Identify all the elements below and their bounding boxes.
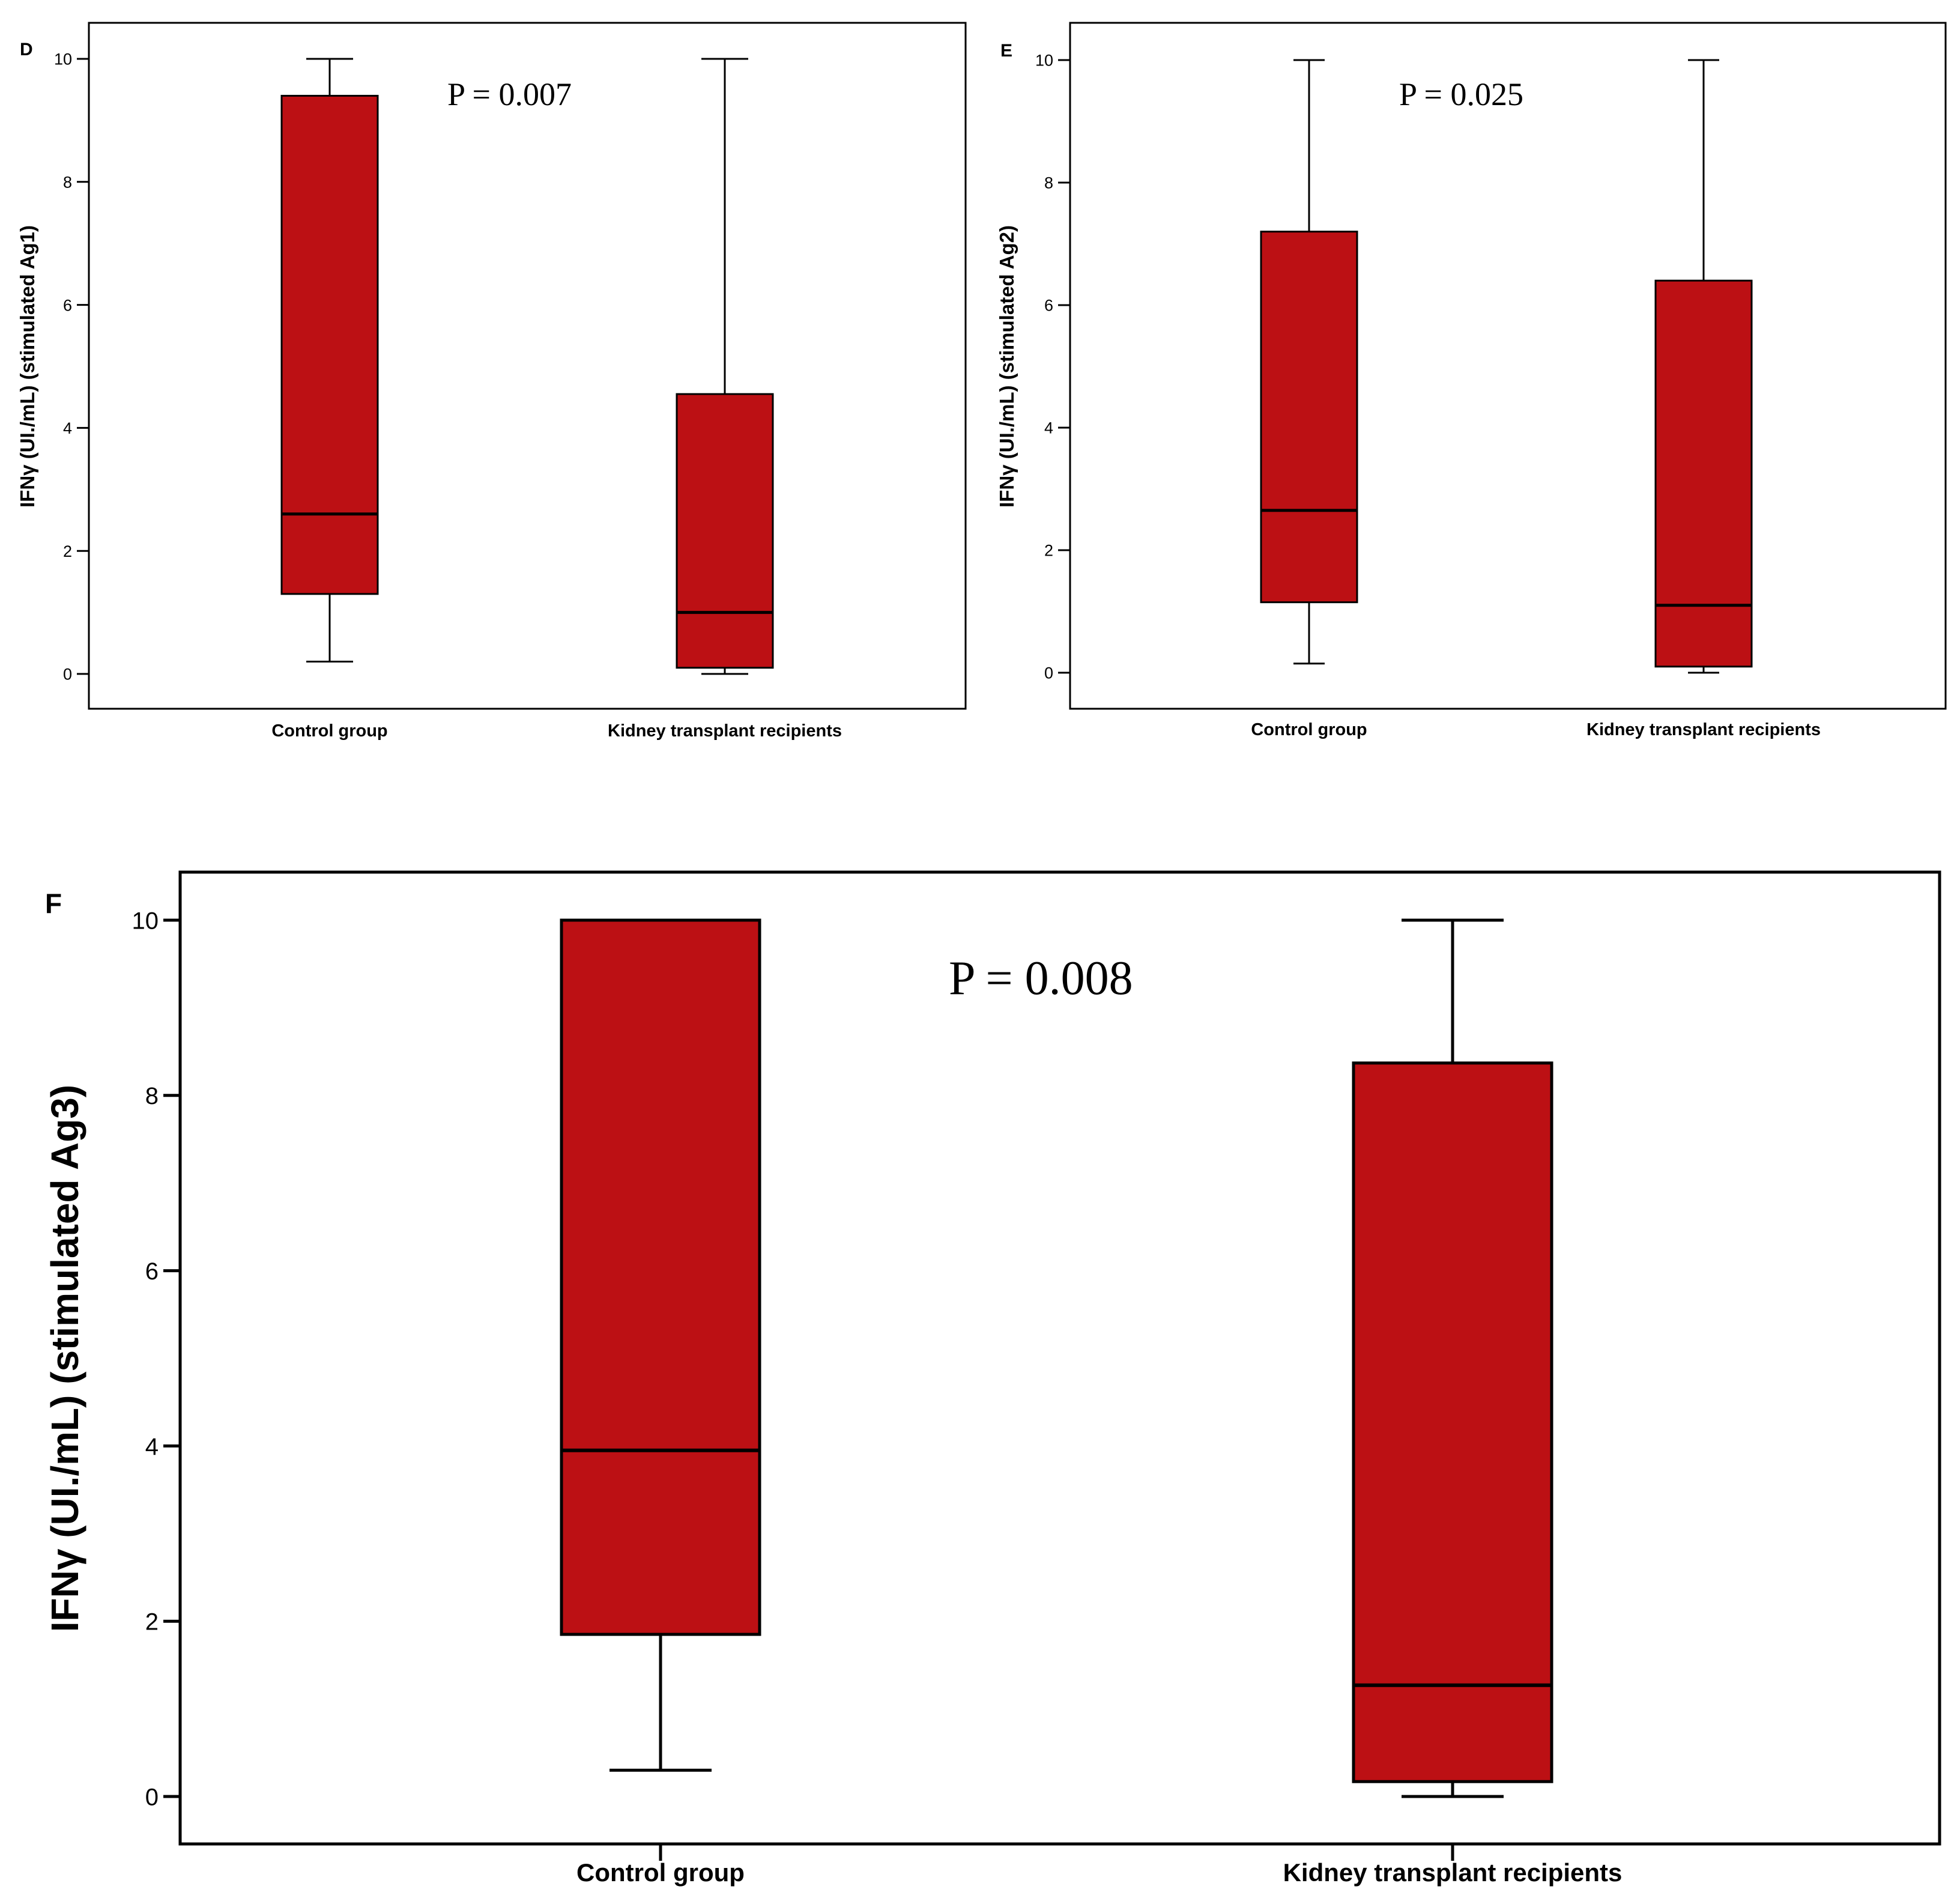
y-tick-label: 2 <box>63 542 72 560</box>
y-tick-label: 6 <box>63 296 72 314</box>
x-category-label: Control group <box>1251 720 1367 739</box>
y-tick-label: 10 <box>1035 52 1053 70</box>
p-value-label: P = 0.025 <box>1399 76 1523 112</box>
panel-d: 0 2 4 6 8 10 IFNγ (UI./mL) (stimulated Ag1) D P … <box>16 22 967 741</box>
x-category-label: Kidney transplant recipients <box>1283 1858 1623 1887</box>
iqr-box <box>1352 1061 1553 1783</box>
panel-e: 0 2 4 6 8 10 IFNγ (UI./mL) (stimulated Ag2) E P … <box>996 22 1947 739</box>
y-axis-label: IFNγ (UI./mL) (stimulated Ag1) <box>16 225 38 508</box>
y-tick-label: 0 <box>1044 664 1053 682</box>
y-tick-label: 0 <box>145 1784 159 1810</box>
y-tick-label: 6 <box>1044 297 1053 315</box>
y-tick-label: 0 <box>63 666 72 684</box>
p-value-label: P = 0.008 <box>949 952 1133 1005</box>
box-control-group: Control group <box>560 918 761 1887</box>
y-tick-label: 10 <box>132 908 159 934</box>
iqr-box <box>1260 231 1358 604</box>
y-tick-label: 4 <box>145 1434 159 1460</box>
box-control-group: Control group <box>271 58 388 741</box>
x-category-label: Kidney transplant recipients <box>1586 720 1821 739</box>
x-category-label: Control group <box>271 721 387 741</box>
plot-frame <box>1069 22 1947 710</box>
y-axis-label: IFNγ (UI./mL) (stimulated Ag3) <box>43 1085 86 1632</box>
iqr-box <box>560 918 761 1636</box>
box-control-group: Control group <box>1251 59 1367 739</box>
panel-letter: D <box>20 40 33 59</box>
panel-letter: E <box>1000 41 1012 61</box>
y-tick-label: 2 <box>1044 542 1053 560</box>
plot-frame <box>178 870 1941 1846</box>
x-category-label: Control group <box>576 1858 745 1887</box>
y-axis-label: IFNγ (UI./mL) (stimulated Ag2) <box>996 225 1018 508</box>
iqr-box <box>280 94 379 595</box>
y-tick-label: 4 <box>63 419 72 437</box>
box-kidney-transplant-recipients: Kidney transplant recipients <box>1586 59 1821 739</box>
box-kidney-transplant-recipients: Kidney transplant recipients <box>1283 918 1623 1887</box>
box-kidney-transplant-recipients: Kidney transplant recipients <box>608 58 842 741</box>
p-value-label: P = 0.007 <box>447 76 572 112</box>
x-category-label: Kidney transplant recipients <box>608 721 842 741</box>
y-tick-label: 6 <box>145 1258 159 1285</box>
y-tick-label: 8 <box>63 174 72 192</box>
y-tick-label: 8 <box>1044 174 1053 192</box>
plot-frame <box>88 22 967 710</box>
iqr-box <box>1654 279 1753 668</box>
panel-letter: F <box>45 888 62 919</box>
y-tick-label: 2 <box>145 1609 159 1636</box>
y-tick-label: 8 <box>145 1083 159 1109</box>
iqr-box <box>676 393 774 669</box>
panel-f: 0 2 4 6 8 10 IFNγ (UI./mL) (stimulated Ag3) F P … <box>43 870 1941 1887</box>
y-tick-label: 10 <box>54 50 72 68</box>
y-tick-label: 4 <box>1044 419 1053 437</box>
